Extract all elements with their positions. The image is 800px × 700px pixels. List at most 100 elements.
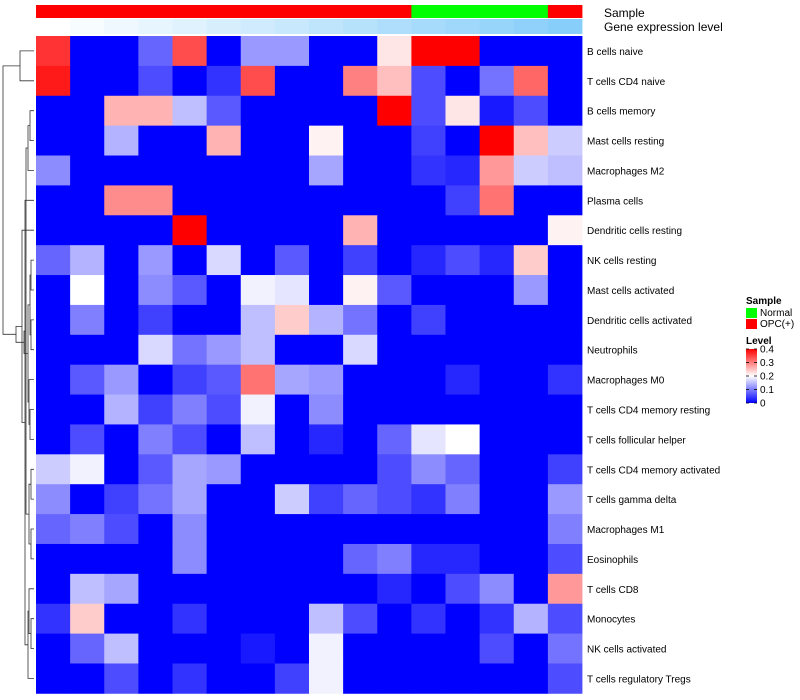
heatmap-cell <box>547 633 583 664</box>
gene-annotation-cell <box>206 19 242 34</box>
heatmap-cell <box>206 573 242 605</box>
heatmap-cell <box>138 334 173 366</box>
heatmap-cell <box>36 36 71 67</box>
heatmap-cell <box>547 125 583 156</box>
heatmap-cell <box>274 573 310 605</box>
heatmap-cell <box>240 454 276 485</box>
heatmap-cell <box>479 155 515 186</box>
heatmap-cell <box>411 484 446 515</box>
heatmap-cell <box>70 543 105 575</box>
heatmap-cell <box>479 514 515 545</box>
heatmap-cell <box>343 633 378 664</box>
heatmap-cell <box>274 275 310 306</box>
heatmap-cell <box>36 245 71 276</box>
heatmap-cell <box>104 36 139 67</box>
heatmap-cell <box>343 454 378 485</box>
heatmap-cell <box>36 573 71 605</box>
heatmap-cell <box>240 633 276 664</box>
heatmap-cell <box>172 633 208 664</box>
heatmap-cell <box>104 514 139 545</box>
level-tick-label: 0.4 <box>760 345 774 356</box>
heatmap-cell <box>104 245 139 276</box>
heatmap-cell <box>411 633 446 664</box>
heatmap-cell <box>513 36 549 67</box>
row-label: Neutrophils <box>587 346 638 357</box>
row-labels: B cells naive T cells CD4 naive B cells me… <box>587 47 720 686</box>
heatmap-cell <box>104 304 139 336</box>
heatmap-cell <box>138 394 173 425</box>
heatmap-cell <box>377 95 412 127</box>
heatmap-cell <box>172 304 208 336</box>
heatmap-cell <box>377 633 412 664</box>
heatmap-cell <box>513 155 549 186</box>
heatmap-cell <box>445 573 481 605</box>
sample-annotation-cell <box>172 5 208 18</box>
heatmap-cell <box>206 245 242 276</box>
heatmap-cell <box>206 633 242 664</box>
heatmap-cell <box>36 65 71 97</box>
heatmap-cell <box>274 155 310 186</box>
row-label: Macrophages M1 <box>587 525 665 536</box>
heatmap-cell <box>309 185 344 216</box>
heatmap-cell <box>274 215 310 246</box>
heatmap-cell <box>172 334 208 366</box>
heatmap-cell <box>309 603 344 634</box>
heatmap-cell <box>70 95 105 127</box>
heatmap-cell <box>547 185 583 216</box>
heatmap-cell <box>547 573 583 605</box>
gene-expression-annotation-bar <box>36 19 583 34</box>
heatmap-cell <box>104 364 139 395</box>
heatmap-cell <box>309 663 344 694</box>
heatmap-cell <box>411 663 446 694</box>
heatmap-cell <box>411 543 446 575</box>
heatmap-cell <box>513 514 549 545</box>
heatmap-cell <box>206 185 242 216</box>
heatmap-cell <box>70 304 105 336</box>
heatmap-cell <box>547 95 583 127</box>
heatmap-cell <box>547 364 583 395</box>
heatmap-cell <box>445 304 481 336</box>
heatmap-cell <box>513 424 549 455</box>
sample-annotation-cell <box>274 5 310 18</box>
row-label: Mast cells activated <box>587 286 674 297</box>
heatmap-cell <box>70 573 105 605</box>
level-tick-label: 0.3 <box>760 358 774 369</box>
heatmap-cell <box>104 603 139 634</box>
heatmap-cell <box>343 603 378 634</box>
heatmap-cell <box>172 125 208 156</box>
heatmap-cell <box>479 185 515 216</box>
heatmap-cell <box>309 125 344 156</box>
heatmap-cell <box>309 514 344 545</box>
heatmap-cell <box>274 185 310 216</box>
heatmap-cell <box>274 364 310 395</box>
heatmap-cell <box>206 484 242 515</box>
heatmap-cell <box>138 603 173 634</box>
heatmap-cell <box>104 95 139 127</box>
heatmap-cell <box>240 543 276 575</box>
gene-annotation-cell <box>513 19 549 34</box>
sample-annotation-cell <box>104 5 139 18</box>
heatmap-cell <box>206 65 242 97</box>
heatmap-cell <box>479 36 515 67</box>
heatmap-cell <box>445 36 481 67</box>
heatmap-cell <box>70 245 105 276</box>
heatmap-cell <box>377 663 412 694</box>
heatmap-cell <box>309 304 344 336</box>
heatmap-cell <box>172 185 208 216</box>
heatmap-cell <box>479 573 515 605</box>
heatmap-cell <box>206 334 242 366</box>
heatmap-cell <box>513 603 549 634</box>
heatmap-cell <box>172 514 208 545</box>
heatmap-cell <box>547 304 583 336</box>
heatmap-cell <box>36 514 71 545</box>
heatmap-cell <box>513 484 549 515</box>
heatmap-cell <box>479 245 515 276</box>
heatmap-cell <box>240 95 276 127</box>
gene-annotation-cell <box>36 19 71 34</box>
heatmap-cell <box>70 334 105 366</box>
heatmap-cell <box>377 573 412 605</box>
row-label: Dendritic cells resting <box>587 226 682 237</box>
sample-annotation-cell <box>411 5 446 18</box>
heatmap-cell <box>411 36 446 67</box>
gene-annotation-cell <box>309 19 344 34</box>
